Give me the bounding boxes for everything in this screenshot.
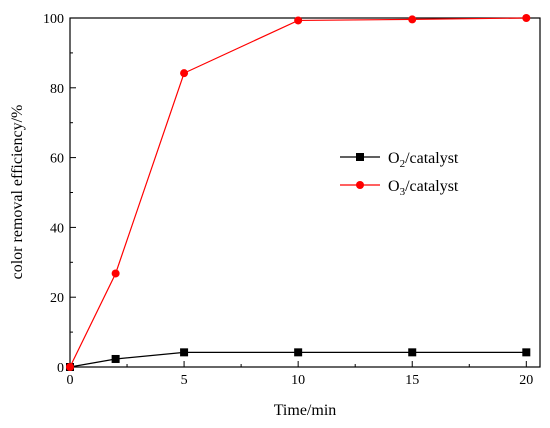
x-tick-label: 10 (291, 373, 305, 388)
data-point (111, 354, 120, 363)
data-point (180, 69, 189, 78)
legend: O2/catalyst O3/catalyst (340, 150, 459, 198)
y-axis-title: color removal efficiency/% (9, 105, 26, 280)
x-axis-ticks: 0 5 10 15 20 (67, 361, 533, 388)
legend-item-2: O3/catalyst (340, 178, 459, 198)
series-line (69, 17, 527, 368)
series-2 (66, 14, 531, 371)
x-tick-label: 15 (405, 373, 419, 388)
series-1 (66, 348, 531, 371)
data-point (522, 14, 531, 22)
plot-frame (69, 17, 541, 368)
data-point (66, 363, 74, 371)
y-tick-label: 0 (57, 361, 64, 376)
x-tick-label: 20 (519, 373, 533, 388)
legend-label: O2/catalyst (388, 150, 459, 170)
series-line (69, 351, 527, 368)
y-tick-label: 80 (50, 82, 64, 97)
data-point (180, 348, 189, 357)
x-axis-title: Time/min (274, 402, 337, 419)
y-tick-label: 60 (50, 152, 64, 167)
x-tick-label: 0 (67, 373, 74, 388)
series-layer (66, 14, 531, 371)
y-axis-ticks: 0 20 40 60 80 100 (43, 12, 76, 376)
data-point (408, 15, 417, 24)
legend-label: O3/catalyst (388, 178, 459, 198)
y-tick-label: 40 (50, 221, 64, 236)
legend-marker (356, 181, 364, 189)
y-tick-label: 100 (43, 12, 64, 27)
data-point (522, 348, 531, 357)
legend-marker (356, 153, 364, 161)
data-point (111, 269, 120, 278)
plot-area (69, 17, 541, 368)
data-point (294, 348, 303, 357)
x-tick-label: 5 (181, 373, 188, 388)
y-tick-label: 20 (50, 291, 64, 306)
data-point (408, 348, 417, 357)
legend-item-1: O2/catalyst (340, 150, 459, 170)
data-point (294, 16, 303, 25)
